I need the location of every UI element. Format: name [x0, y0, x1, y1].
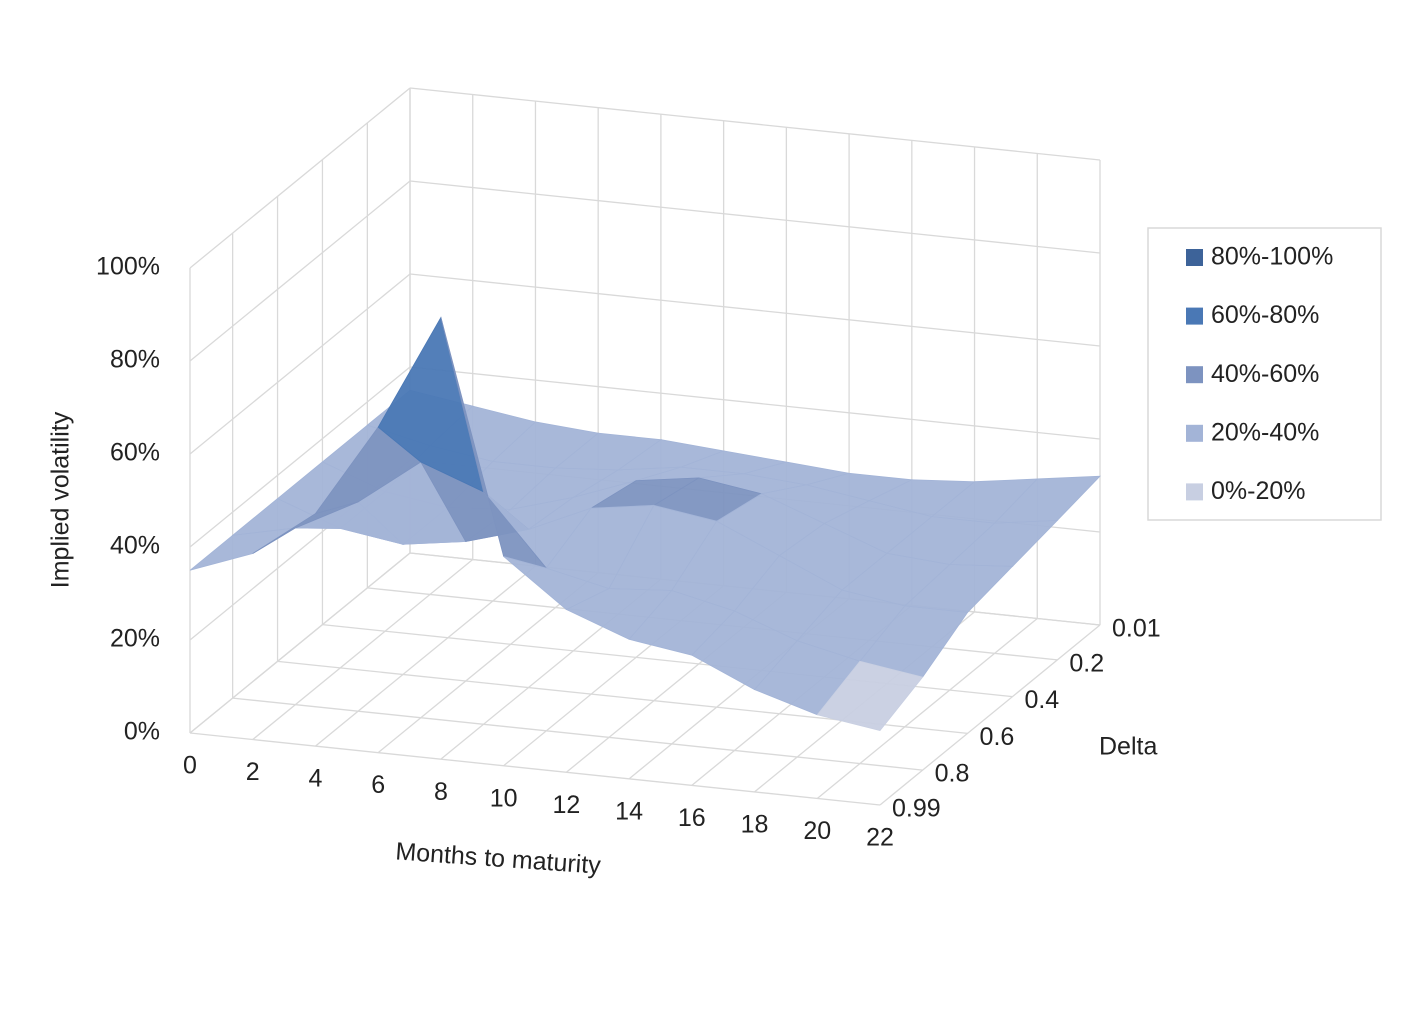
depth-tick-label: 0.8	[935, 760, 970, 788]
depth-tick-label: 0.99	[892, 795, 941, 823]
depth-tick-label: 0.4	[1024, 686, 1059, 714]
x-tick-label: 0	[183, 752, 197, 780]
z-tick-label: 40%	[110, 532, 160, 560]
x-tick-label: 14	[615, 797, 643, 825]
x-tick-label: 6	[371, 771, 385, 799]
grid-line	[189, 273, 411, 455]
grid-line	[879, 624, 1101, 806]
legend-label: 0%-20%	[1211, 477, 1306, 505]
grid-line	[189, 366, 411, 548]
z-tick-label: 80%	[110, 346, 160, 374]
legend-swatch	[1186, 249, 1203, 266]
x-tick-label: 2	[246, 758, 260, 786]
depth-tick-label: 0.6	[980, 723, 1015, 751]
legend-swatch	[1186, 424, 1203, 442]
grid-line	[315, 565, 536, 747]
x-axis-label: Months to maturity	[395, 837, 603, 879]
grid-line	[189, 552, 411, 734]
depth-tick-label: 0.2	[1069, 650, 1104, 678]
z-tick-label: 100%	[96, 253, 160, 281]
z-tick-label: 60%	[110, 439, 160, 467]
depth-axis-label: Delta	[1099, 733, 1157, 761]
x-tick-label: 10	[490, 784, 518, 812]
y-axis-label: Implied volatility	[47, 411, 75, 588]
grid-line	[409, 273, 1101, 347]
grid-line	[252, 559, 474, 741]
legend-swatch	[1186, 483, 1203, 501]
legend-label: 20%-40%	[1211, 418, 1319, 446]
x-tick-label: 16	[678, 804, 706, 832]
surface-patch	[816, 660, 924, 732]
grid-line	[189, 87, 411, 269]
x-tick-label: 8	[434, 778, 448, 806]
grid-line	[189, 732, 881, 806]
grid-line	[189, 180, 411, 362]
legend-label: 40%-60%	[1211, 360, 1319, 388]
x-tick-label: 18	[741, 811, 769, 839]
z-tick-label: 0%	[124, 718, 160, 746]
x-tick-label: 4	[309, 765, 323, 793]
legend-swatch	[1186, 366, 1203, 384]
grid-line	[409, 366, 1101, 440]
x-tick-label: 12	[552, 791, 580, 819]
legend-label: 80%-100%	[1211, 243, 1333, 271]
x-tick-label: 20	[803, 817, 831, 845]
x-tick-label: 22	[866, 824, 894, 852]
depth-tick-label: 0.01	[1112, 615, 1161, 643]
grid-line	[409, 180, 1101, 254]
z-tick-label: 20%	[110, 625, 160, 653]
grid-line	[409, 87, 1101, 161]
legend-label: 60%-80%	[1211, 301, 1319, 329]
grid-line	[816, 617, 1038, 799]
grid-line	[232, 697, 923, 771]
legend-swatch	[1186, 307, 1203, 325]
